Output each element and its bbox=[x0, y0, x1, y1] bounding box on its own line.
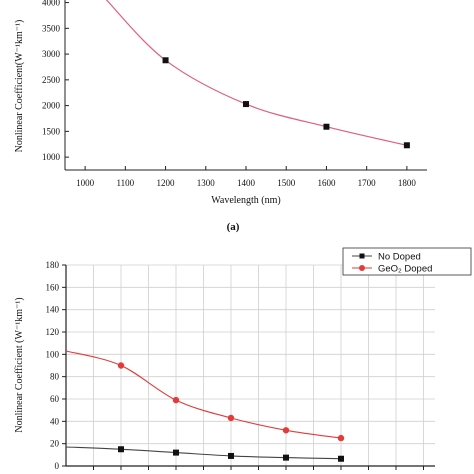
top-data-point bbox=[403, 142, 410, 149]
bottom-y-tick-label: 140 bbox=[46, 305, 60, 315]
top-x-tick-label: 1400 bbox=[237, 178, 256, 188]
bottom-series-line-0 bbox=[65, 446, 342, 460]
bottom-no-doped-point bbox=[118, 446, 124, 453]
bottom-y-tick-label: 80 bbox=[50, 372, 60, 382]
legend-box bbox=[342, 247, 472, 276]
bottom-geo2-doped-point bbox=[282, 427, 290, 434]
top-data-point bbox=[162, 57, 169, 64]
top-y-tick-label: 2000 bbox=[42, 101, 61, 111]
bottom-y-axis-title: Nonlinear Coefficient (W⁻¹km⁻¹) bbox=[14, 297, 25, 432]
bottom-chart-panel: 0 20 40 60 80 100 120 140 160 180 Nonlinear Coeff… bbox=[14, 247, 472, 471]
legend-marker-geo2-doped bbox=[359, 265, 365, 271]
legend-label-no-doped: No Doped bbox=[378, 252, 421, 263]
bottom-geo2-doped-point bbox=[337, 434, 345, 442]
top-y-tick-label: 3000 bbox=[42, 49, 61, 59]
top-data-point bbox=[323, 123, 330, 130]
bottom-y-tick-label: 180 bbox=[46, 260, 60, 270]
bottom-y-tick-label: 160 bbox=[46, 282, 60, 292]
top-x-tick-label: 1200 bbox=[157, 178, 176, 188]
top-y-tick-label: 4000 bbox=[42, 0, 61, 8]
top-x-axis-title: Wavelength (nm) bbox=[211, 195, 280, 206]
top-chart-panel: 1000 1100 1200 1300 1400 1500 1600 1700 1800 1000… bbox=[14, 0, 427, 233]
top-x-tick-label: 1100 bbox=[116, 178, 134, 188]
bottom-geo2-doped-point bbox=[227, 414, 235, 422]
bottom-y-tick-label: 60 bbox=[50, 394, 60, 404]
top-x-tick-label: 1700 bbox=[358, 178, 377, 188]
top-x-tick-label: 1500 bbox=[277, 178, 296, 188]
bottom-no-doped-point bbox=[338, 455, 344, 462]
bottom-y-tick-label: 0 bbox=[55, 461, 60, 471]
bottom-y-tick-label: 120 bbox=[46, 327, 60, 337]
bottom-y-tick-label: 100 bbox=[46, 349, 60, 359]
top-y-axis-title: Nonlinear Coefficient(W⁻¹km⁻¹) bbox=[14, 20, 25, 153]
top-y-tick-label: 1500 bbox=[42, 126, 61, 136]
top-series-line bbox=[105, 0, 408, 146]
panel-label-a: (a) bbox=[227, 221, 240, 233]
top-x-tick-label: 1600 bbox=[317, 178, 336, 188]
top-y-tick-label: 1000 bbox=[42, 152, 61, 162]
top-x-tick-label: 1300 bbox=[197, 178, 216, 188]
bottom-series-line-1 bbox=[65, 350, 342, 439]
bottom-geo2-doped-point bbox=[172, 396, 180, 404]
top-x-tick-label: 1800 bbox=[398, 178, 417, 188]
legend-label-geo2-doped: GeO₂ Doped bbox=[378, 264, 432, 275]
bottom-no-doped-point bbox=[283, 454, 289, 461]
bottom-geo2-doped-point bbox=[117, 362, 125, 369]
top-y-tick-label: 3500 bbox=[42, 23, 61, 33]
bottom-y-tick-label: 40 bbox=[50, 416, 60, 426]
bottom-no-doped-point bbox=[173, 449, 179, 456]
top-y-tick-label: 2500 bbox=[42, 75, 61, 85]
top-data-point bbox=[243, 101, 249, 108]
top-x-tick-label: 1000 bbox=[76, 178, 95, 188]
legend-marker-no-doped bbox=[359, 253, 365, 259]
bottom-no-doped-point bbox=[228, 452, 234, 459]
bottom-y-tick-label: 20 bbox=[50, 439, 60, 449]
legend: No Doped GeO₂ Doped bbox=[342, 247, 472, 276]
